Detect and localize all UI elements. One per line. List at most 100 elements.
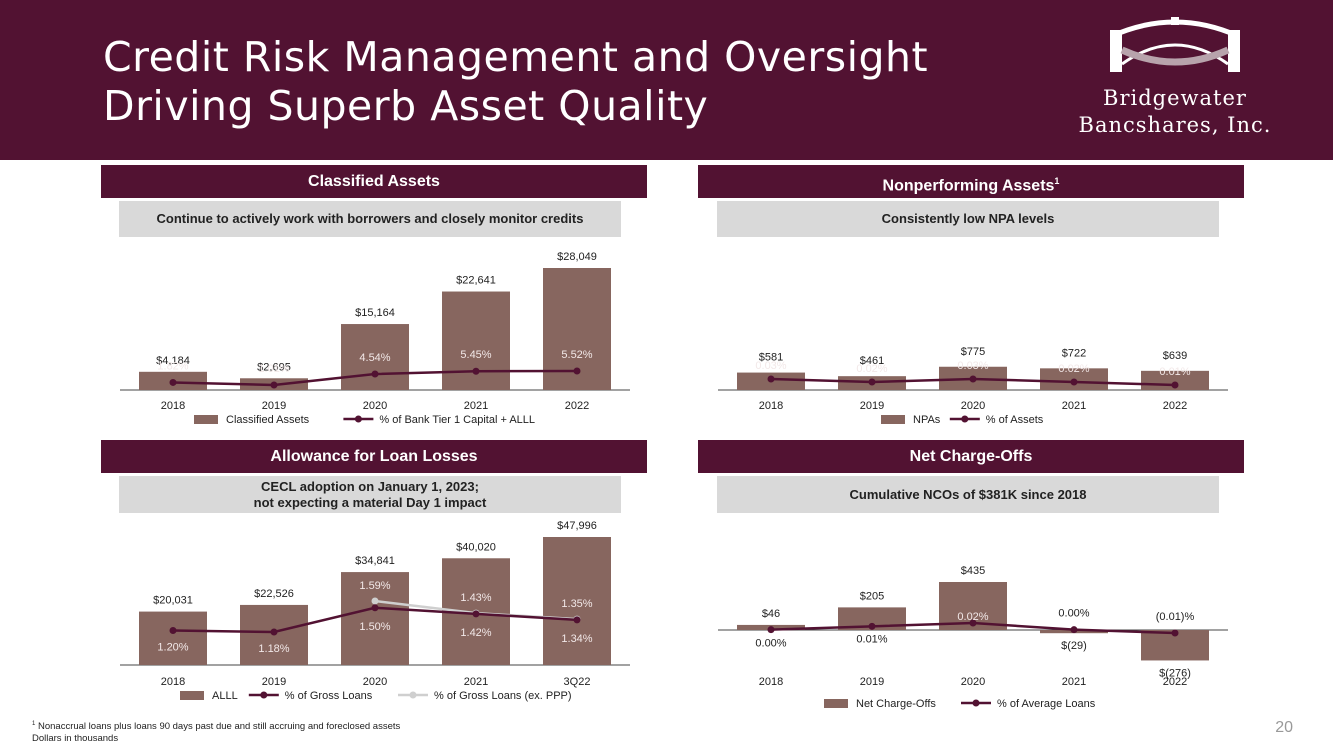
series-point <box>969 375 977 383</box>
legend-line-label: % of Assets <box>986 414 1044 426</box>
series-point <box>767 626 775 634</box>
legend-bar-label: ALLL <box>212 690 238 702</box>
category-label: 2018 <box>161 676 185 688</box>
category-label: 2020 <box>961 400 985 412</box>
bar-2021 <box>442 291 510 390</box>
slide-title-line-1: Credit Risk Management and Oversight <box>103 33 929 81</box>
legend-bar-label: Classified Assets <box>226 414 310 426</box>
series-point <box>1070 378 1078 386</box>
footnote-line-1: 1 Nonaccrual loans plus loans 90 days pa… <box>32 721 400 732</box>
category-label: 2019 <box>262 400 286 412</box>
bar-value-label: $20,031 <box>153 595 193 607</box>
series-point <box>573 367 581 375</box>
bar-value-label: $639 <box>1163 350 1187 362</box>
bar-2020 <box>341 572 409 665</box>
bar-value-label: $461 <box>860 355 884 367</box>
series-point <box>1171 381 1179 389</box>
line-value-label: 5.52% <box>561 349 592 361</box>
classified-assets-chart: $4,184 $2,695 $15,164 $22,641 $28,049 2018 201… <box>120 251 630 426</box>
bar-2018 <box>139 611 207 665</box>
bar-value-label: $2,695 <box>257 361 291 373</box>
bar-3Q22 <box>543 537 611 665</box>
logo-name-line-1: Bridgewater <box>1103 86 1247 110</box>
series-point <box>969 619 977 627</box>
bar-value-label: $22,641 <box>456 275 496 287</box>
legend-bar-label: Net Charge-Offs <box>856 698 936 710</box>
series-point <box>169 378 177 386</box>
page-number: 20 <box>1275 719 1293 736</box>
line-value-label: 1.43% <box>460 592 491 604</box>
line-value-label: 1.59% <box>359 580 390 592</box>
category-label: 2018 <box>759 400 783 412</box>
line-value-label: 0.02% <box>1058 363 1089 375</box>
series-point <box>472 367 480 375</box>
series-point <box>472 610 480 618</box>
bar-value-label: $34,841 <box>355 555 395 567</box>
category-label: 2020 <box>961 676 985 688</box>
bar-value-label: $205 <box>860 590 884 602</box>
legend-line-label: % of Average Loans <box>997 698 1096 710</box>
line-value-label: 1.42% <box>460 627 491 639</box>
legend-line-marker <box>972 699 980 707</box>
category-label: 2018 <box>161 400 185 412</box>
line-value-label: 1.82% <box>157 360 188 372</box>
footnote-marker: 1 <box>1054 176 1060 186</box>
category-label: 2019 <box>860 400 884 412</box>
bar-value-label: $46 <box>762 608 780 620</box>
footnote-line-1-marker: 1 <box>32 721 36 727</box>
category-label: 2018 <box>759 676 783 688</box>
bar-value-label: $40,020 <box>456 541 496 553</box>
classified-assets-heading-text: Classified Assets <box>308 173 440 190</box>
legend-line-label: % of Bank Tier 1 Capital + ALLL <box>379 414 535 426</box>
category-label: 2019 <box>860 676 884 688</box>
category-label: 2020 <box>363 400 387 412</box>
legend-line-marker <box>354 415 362 423</box>
series-point <box>371 604 379 612</box>
footnote-line-1-text: Nonaccrual loans plus loans 90 days past… <box>37 721 401 733</box>
series-point <box>1171 629 1179 637</box>
line-value-label: 0.01% <box>856 633 887 645</box>
bar-value-label: $47,996 <box>557 520 597 532</box>
nonperforming-assets-heading: Nonperforming Assets1 <box>698 165 1244 198</box>
bar-value-label: $435 <box>961 565 985 577</box>
legend-line-marker <box>409 691 417 699</box>
legend-line-marker <box>260 691 268 699</box>
line-value-label: 1.18% <box>258 643 289 655</box>
legend-bar-swatch <box>824 699 848 708</box>
allowance-heading: Allowance for Loan Losses <box>101 440 647 473</box>
category-label: 2019 <box>262 676 286 688</box>
bar-value-label: $4,184 <box>156 355 190 367</box>
bar-value-label: $581 <box>759 352 783 364</box>
line-value-label: 0.03% <box>755 360 786 372</box>
bridge-emblem-icon <box>1110 17 1240 72</box>
net-charge-offs-heading-text: Net Charge-Offs <box>909 448 1033 465</box>
bar-value-label: $15,164 <box>355 307 395 319</box>
series-point <box>270 628 278 636</box>
bar-value-label: $28,049 <box>557 251 597 263</box>
line-value-label: 1.34% <box>561 633 592 645</box>
series-point <box>371 370 379 378</box>
bar-value-label: $775 <box>961 346 985 358</box>
legend-bar-swatch <box>881 415 905 424</box>
category-label: 2021 <box>1062 676 1086 688</box>
classified-assets-heading: Classified Assets <box>101 165 647 198</box>
series-point <box>767 375 775 383</box>
bar-value-label: $(29) <box>1061 640 1087 652</box>
slide-header: Credit Risk Management and Oversight Dri… <box>0 0 1333 160</box>
line-value-label: 1.20% <box>157 641 188 653</box>
net-charge-offs-chart: $46 $205 $435 $(29) $(276) 2018 2019 2020 2021 20… <box>718 565 1228 710</box>
bar-value-label: $22,526 <box>254 588 294 600</box>
category-label: 2020 <box>363 676 387 688</box>
line-value-label: 1.35% <box>561 598 592 610</box>
line-value-label: 0.00% <box>755 638 786 650</box>
series-point <box>573 616 581 624</box>
line-value-label: 4.54% <box>359 352 390 364</box>
slide-title-line-2: Driving Superb Asset Quality <box>103 82 709 130</box>
series-point <box>1070 626 1078 634</box>
series-point <box>270 381 278 389</box>
legend-bar-swatch <box>194 415 218 424</box>
line-value-label: 0.03% <box>957 360 988 372</box>
allowance-chart: $20,031 $22,526 $34,841 $40,020 $47,996 2018 2… <box>120 520 630 702</box>
logo-name-line-2: Bancshares, Inc. <box>1078 113 1272 137</box>
line-value-label: 1.50% <box>359 621 390 633</box>
